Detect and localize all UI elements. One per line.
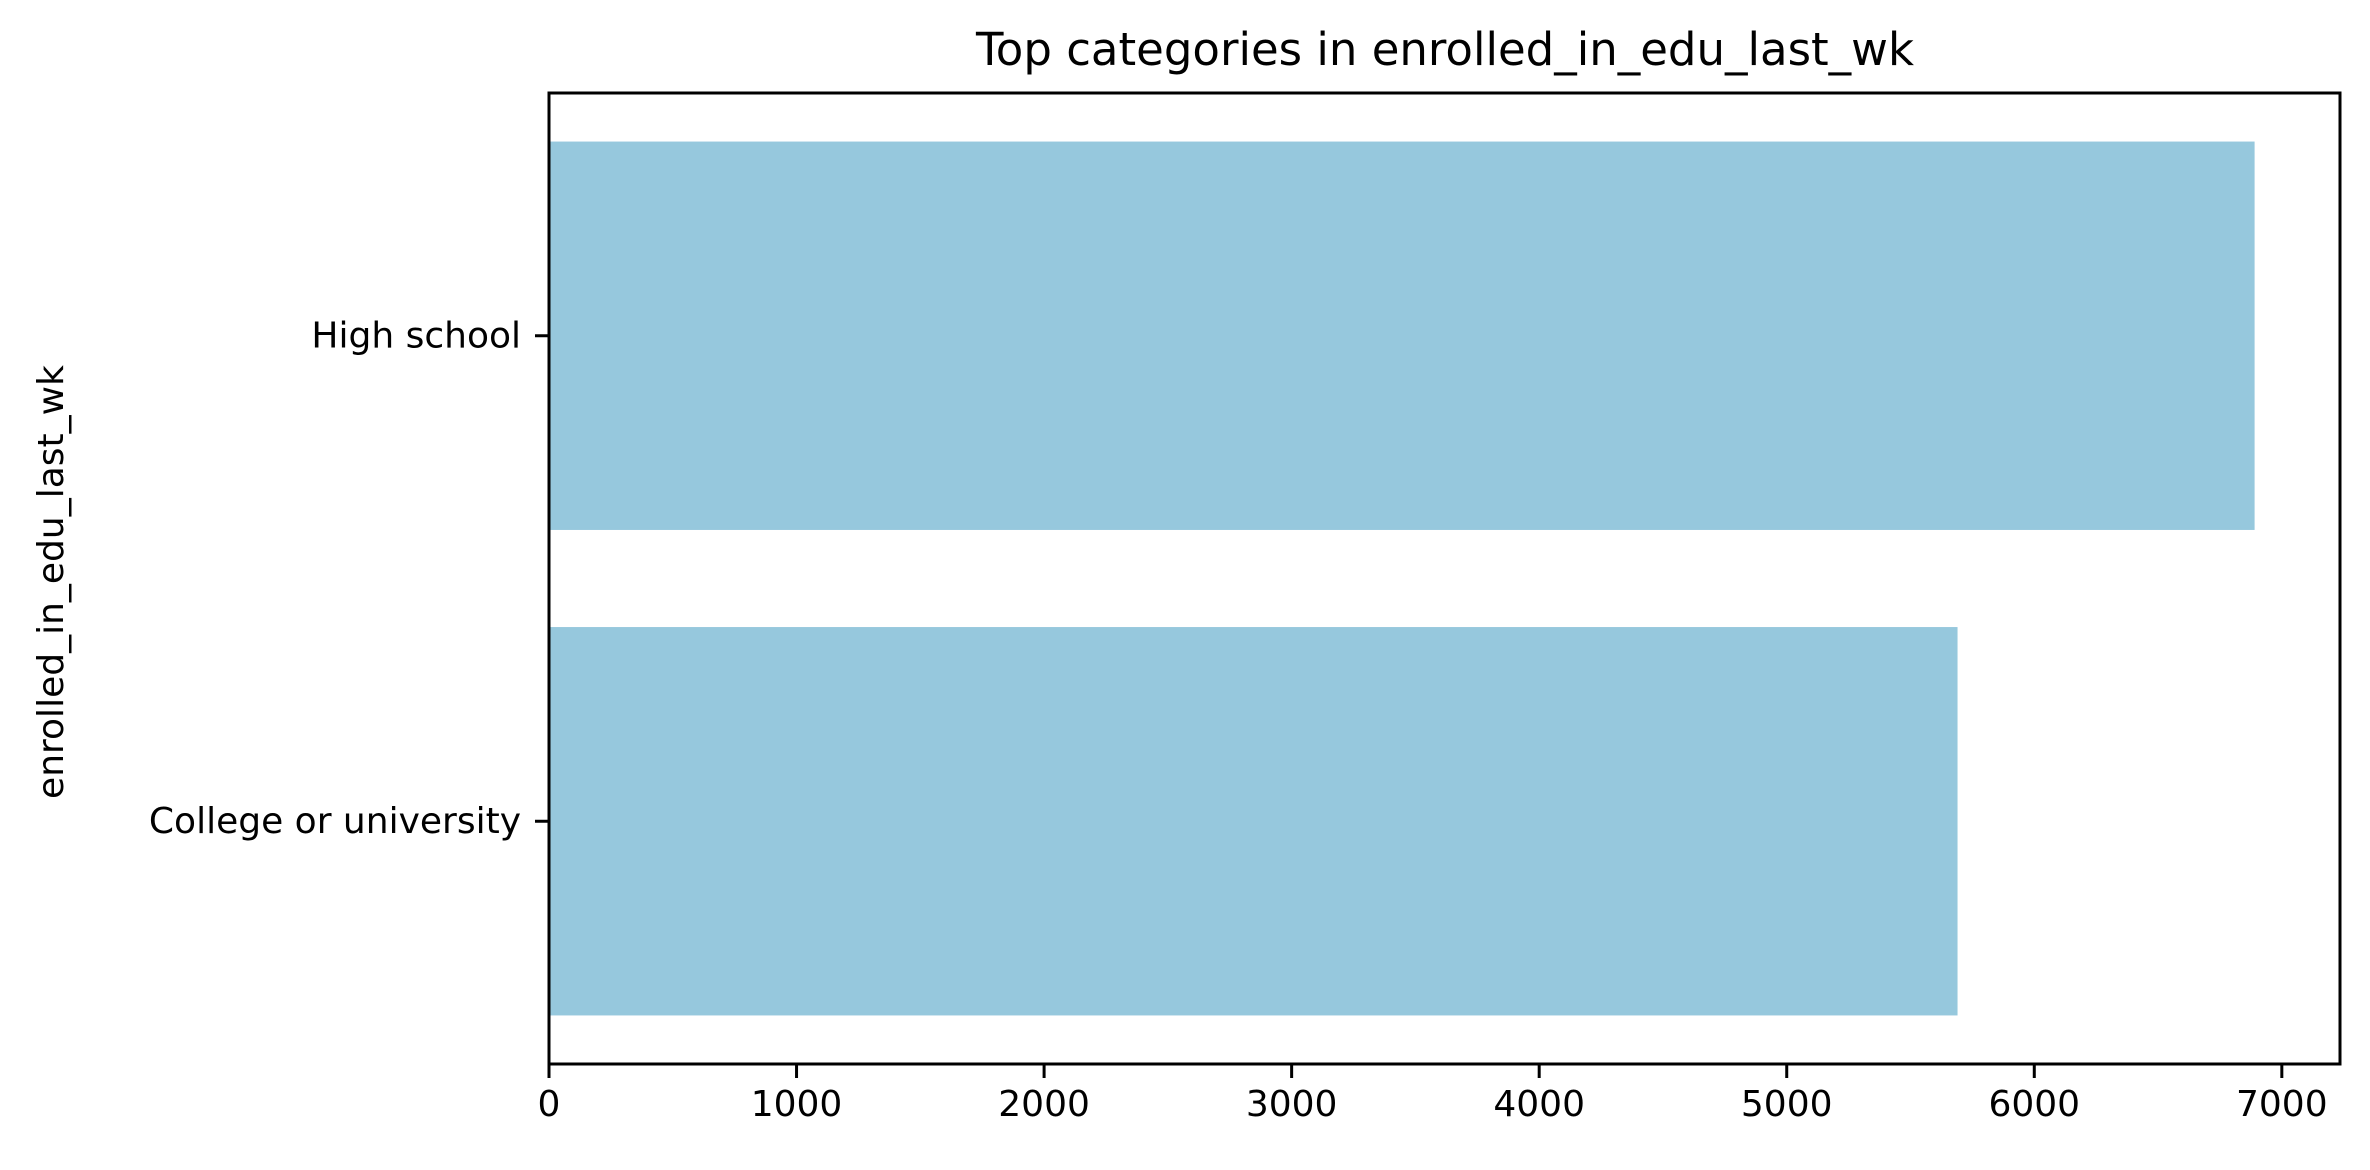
bar [549,627,1958,1016]
plot-area: High school College or university 0 1000 200… [149,91,2342,1125]
chart-title: Top categories in enrolled_in_edu_last_w… [975,23,1914,76]
y-tick-label: College or university [149,801,521,842]
x-tick-label: 6000 [1988,1084,2080,1125]
x-tick-label: 1000 [751,1084,843,1125]
y-tick-label: High school [311,315,521,356]
x-tick-label: 7000 [2236,1084,2328,1125]
x-tick-label: 0 [538,1084,561,1125]
bar [549,141,2255,530]
x-tick-label: 5000 [1741,1084,1833,1125]
x-tick-label: 2000 [998,1084,1090,1125]
x-tick-label: 3000 [1246,1084,1338,1125]
y-axis-label: enrolled_in_edu_last_wk [31,365,72,799]
plot-frame [547,91,2342,1066]
x-tick-label: 4000 [1493,1084,1585,1125]
